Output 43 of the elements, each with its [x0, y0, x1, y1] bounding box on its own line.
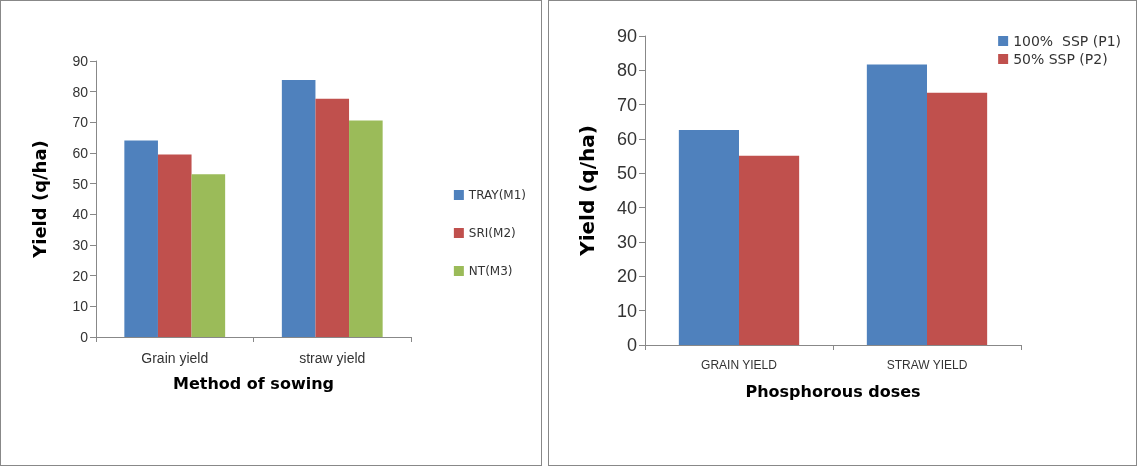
bar [191, 174, 226, 337]
y-tick-label: 70 [616, 94, 637, 115]
legend-label: SRI(M2) [468, 226, 516, 240]
y-tick-label: 0 [626, 335, 637, 355]
y-axis-title: Yield (q/ha) [575, 125, 599, 257]
y-tick-label: 40 [72, 206, 89, 223]
bar [157, 154, 192, 337]
bar [281, 80, 316, 337]
y-tick-label: 50 [616, 163, 637, 184]
y-axis-title: Yield (q/ha) [28, 140, 50, 259]
legend-label: TRAY(M1) [467, 188, 526, 202]
y-tick-label: 90 [616, 26, 637, 46]
y-tick-label: 0 [80, 329, 89, 345]
x-tick-label: STRAW YIELD [886, 358, 968, 372]
y-tick-label: 40 [616, 197, 637, 218]
bar [349, 120, 383, 337]
x-tick-label: GRAIN YIELD [701, 358, 778, 372]
x-axis-title: Phosphorous doses [745, 381, 921, 401]
y-tick-label: 60 [616, 129, 637, 149]
y-tick-label: 20 [72, 267, 89, 284]
bar [927, 92, 988, 345]
bar [124, 140, 158, 337]
y-tick-label: 90 [72, 53, 89, 69]
y-tick-label: 10 [72, 298, 89, 315]
bar [739, 155, 800, 345]
y-tick-label: 30 [616, 232, 637, 252]
y-tick-label: 70 [72, 114, 89, 131]
x-tick-label: straw yield [299, 350, 366, 366]
legend-label: NT(M3) [468, 264, 513, 278]
y-tick-label: 60 [72, 145, 89, 161]
y-tick-label: 10 [616, 300, 637, 321]
bar [315, 98, 350, 337]
y-tick-label: 80 [72, 83, 89, 100]
legend-label: 50% SSP (P2) [1013, 51, 1108, 67]
x-tick-label: Grain yield [141, 350, 209, 366]
x-axis-title: Method of sowing [173, 373, 334, 393]
y-tick-label: 50 [72, 175, 89, 192]
bar [678, 130, 739, 345]
y-tick-label: 20 [616, 266, 637, 287]
y-tick-label: 30 [72, 237, 89, 253]
legend-label: 100% SSP (P1) [1013, 33, 1122, 49]
bar [866, 64, 927, 345]
y-tick-label: 80 [616, 60, 637, 81]
